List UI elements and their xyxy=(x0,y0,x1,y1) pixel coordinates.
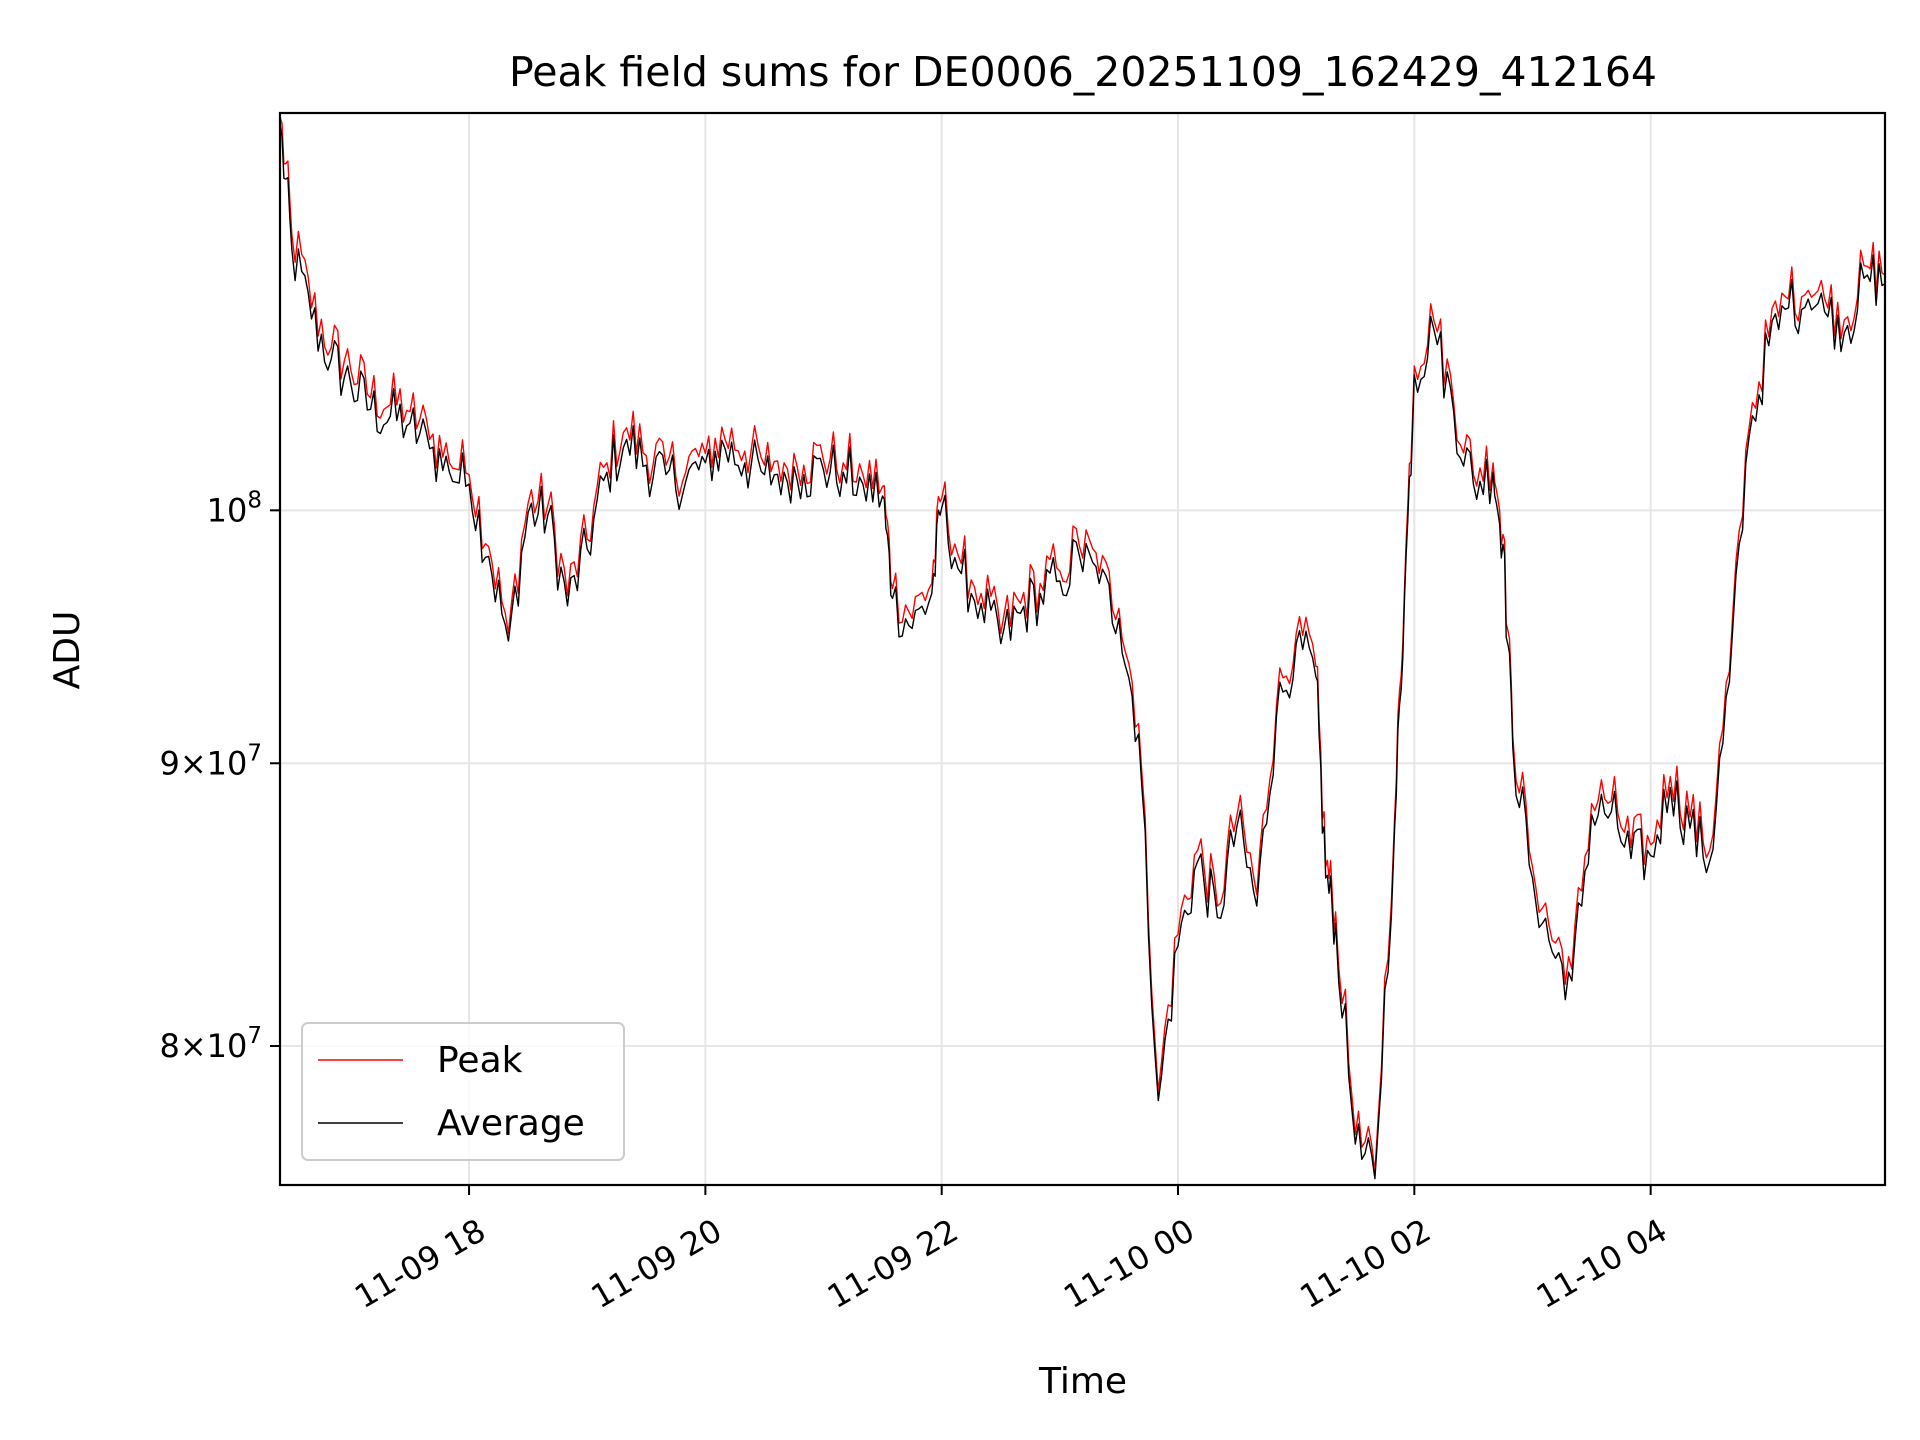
plot-lines xyxy=(279,116,1886,1180)
legend-box xyxy=(301,1022,625,1161)
chart-title: Peak field sums for DE0006_20251109_1624… xyxy=(509,48,1657,96)
y-tick-label: 108 xyxy=(207,487,262,529)
y-tick-label: 9×107 xyxy=(159,740,262,782)
x-axis-label: Time xyxy=(1038,1361,1127,1402)
y-tick-label: 8×107 xyxy=(159,1023,262,1065)
y-axis-label: ADU xyxy=(47,611,88,690)
series-line-average xyxy=(279,125,1886,1180)
legend-label-average: Average xyxy=(437,1103,585,1144)
grid-lines xyxy=(280,113,1885,1185)
series-line-peak xyxy=(279,116,1886,1173)
legend-label-peak: Peak xyxy=(437,1040,523,1081)
y-axis: 8×107 9×107 108 xyxy=(159,487,280,1065)
plot-frame xyxy=(278,111,1887,1187)
legend: Peak Average xyxy=(301,1022,625,1161)
